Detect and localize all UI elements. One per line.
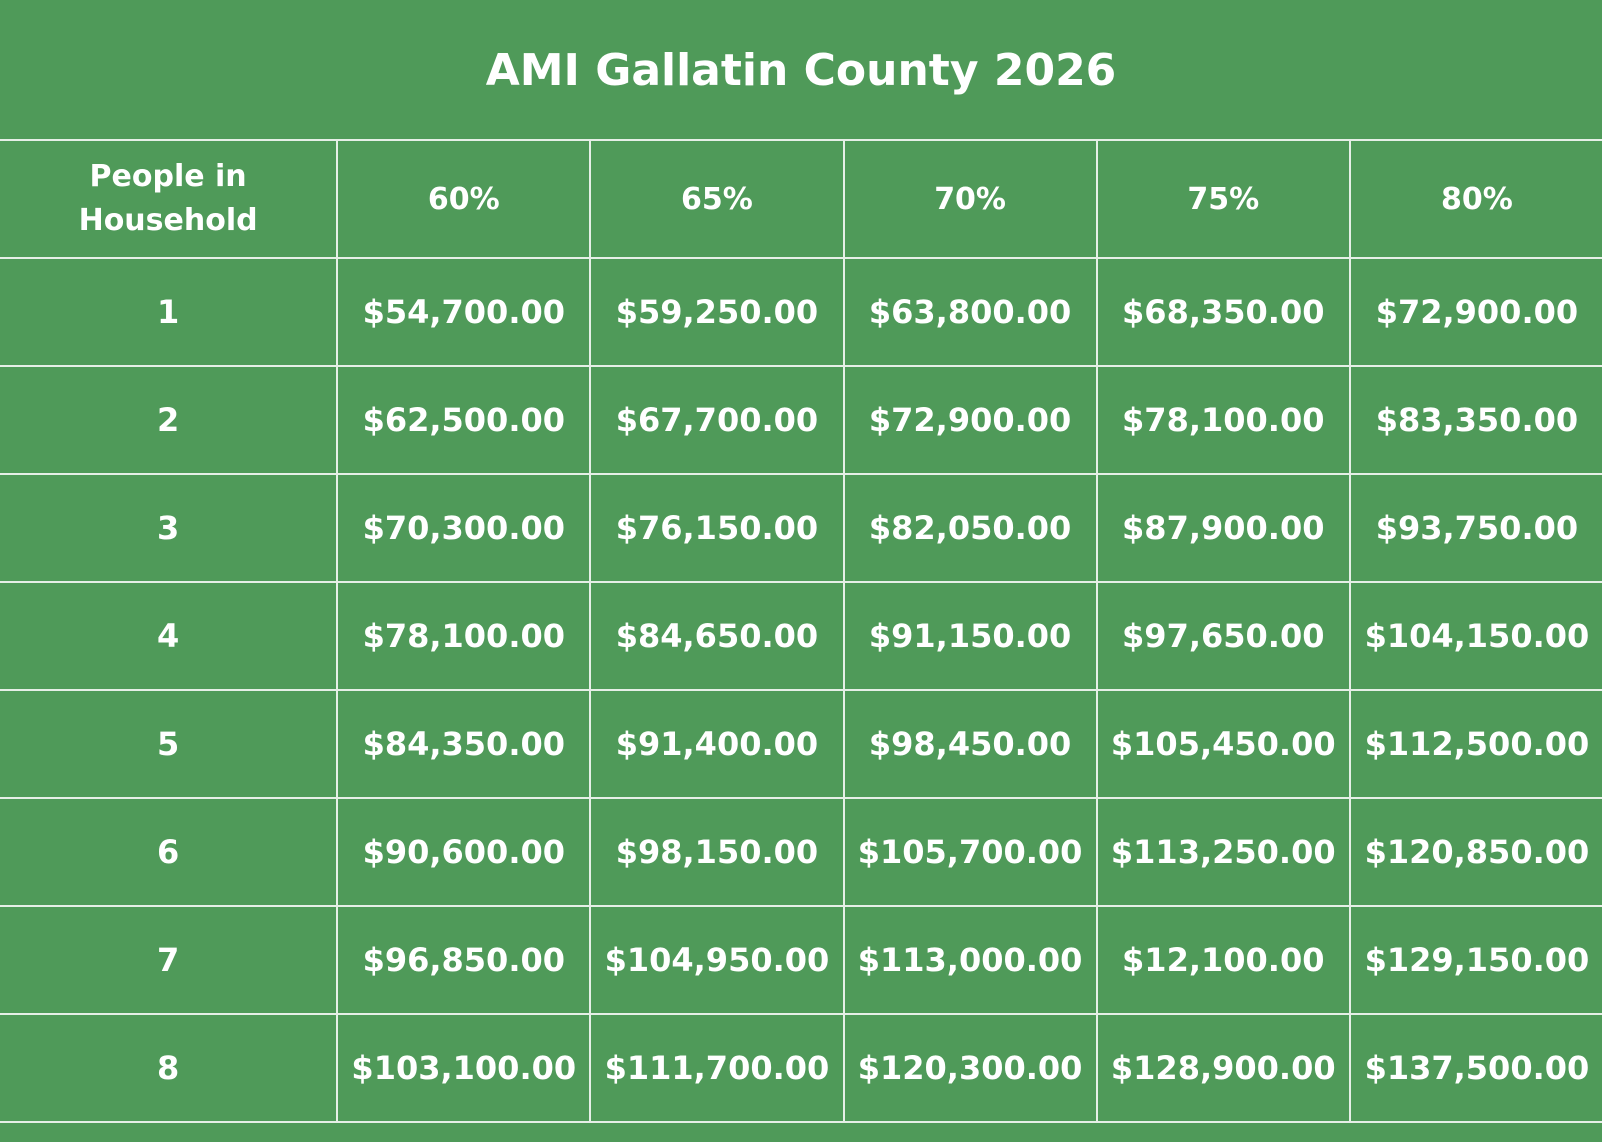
- income-cell: $113,000.00: [842, 905, 1098, 1015]
- income-cell: $98,450.00: [842, 689, 1098, 799]
- income-cell: $104,950.00: [589, 905, 845, 1015]
- table-row: 1 $54,700.00 $59,250.00 $63,800.00 $68,3…: [0, 257, 1602, 367]
- table-row: 3 $70,300.00 $76,150.00 $82,050.00 $87,9…: [0, 473, 1602, 583]
- income-cell: $90,600.00: [336, 797, 592, 907]
- income-cell: $137,500.00: [1348, 1013, 1602, 1123]
- household-size-cell: 3: [0, 473, 339, 583]
- income-cell: $105,700.00: [842, 797, 1098, 907]
- household-size-cell: 7: [0, 905, 339, 1015]
- income-cell: $82,050.00: [842, 473, 1098, 583]
- household-size-cell: 6: [0, 797, 339, 907]
- household-size-cell: 1: [0, 257, 339, 367]
- income-cell: $91,400.00: [589, 689, 845, 799]
- column-header-70: 70%: [842, 139, 1098, 259]
- household-size-cell: 2: [0, 365, 339, 475]
- table-row: 2 $62,500.00 $67,700.00 $72,900.00 $78,1…: [0, 365, 1602, 475]
- income-cell: $78,100.00: [1095, 365, 1351, 475]
- income-cell: $72,900.00: [842, 365, 1098, 475]
- income-limits-table: People in Household 60% 65% 70% 75% 80% …: [0, 139, 1602, 1123]
- income-cell: $129,150.00: [1348, 905, 1602, 1015]
- income-cell: $128,900.00: [1095, 1013, 1351, 1123]
- income-cell: $54,700.00: [336, 257, 592, 367]
- income-cell: $78,100.00: [336, 581, 592, 691]
- table-row: 8 $103,100.00 $111,700.00 $120,300.00 $1…: [0, 1013, 1602, 1123]
- income-cell: $84,650.00: [589, 581, 845, 691]
- income-cell: $72,900.00: [1348, 257, 1602, 367]
- income-cell: $105,450.00: [1095, 689, 1351, 799]
- column-header-80: 80%: [1348, 139, 1602, 259]
- table-row: 6 $90,600.00 $98,150.00 $105,700.00 $113…: [0, 797, 1602, 907]
- household-size-cell: 8: [0, 1013, 339, 1123]
- income-cell: $120,850.00: [1348, 797, 1602, 907]
- income-cell: $68,350.00: [1095, 257, 1351, 367]
- income-cell: $70,300.00: [336, 473, 592, 583]
- income-cell: $96,850.00: [336, 905, 592, 1015]
- income-cell: $84,350.00: [336, 689, 592, 799]
- income-cell: $76,150.00: [589, 473, 845, 583]
- income-cell: $97,650.00: [1095, 581, 1351, 691]
- income-cell: $83,350.00: [1348, 365, 1602, 475]
- income-cell: $12,100.00: [1095, 905, 1351, 1015]
- income-cell: $113,250.00: [1095, 797, 1351, 907]
- income-cell: $59,250.00: [589, 257, 845, 367]
- income-cell: $111,700.00: [589, 1013, 845, 1123]
- income-cell: $120,300.00: [842, 1013, 1098, 1123]
- income-cell: $87,900.00: [1095, 473, 1351, 583]
- income-cell: $93,750.00: [1348, 473, 1602, 583]
- income-cell: $63,800.00: [842, 257, 1098, 367]
- income-cell: $104,150.00: [1348, 581, 1602, 691]
- column-header-people: People in Household: [0, 139, 339, 259]
- income-cell: $91,150.00: [842, 581, 1098, 691]
- column-header-75: 75%: [1095, 139, 1351, 259]
- income-cell: $112,500.00: [1348, 689, 1602, 799]
- income-cell: $62,500.00: [336, 365, 592, 475]
- column-header-65: 65%: [589, 139, 845, 259]
- table-row: 7 $96,850.00 $104,950.00 $113,000.00 $12…: [0, 905, 1602, 1015]
- table-title: AMI Gallatin County 2026: [485, 44, 1117, 96]
- column-header-60: 60%: [336, 139, 592, 259]
- table-row: 5 $84,350.00 $91,400.00 $98,450.00 $105,…: [0, 689, 1602, 799]
- income-cell: $98,150.00: [589, 797, 845, 907]
- table-row: 4 $78,100.00 $84,650.00 $91,150.00 $97,6…: [0, 581, 1602, 691]
- table-header-row: People in Household 60% 65% 70% 75% 80%: [0, 139, 1602, 259]
- income-cell: $67,700.00: [589, 365, 845, 475]
- household-size-cell: 4: [0, 581, 339, 691]
- household-size-cell: 5: [0, 689, 339, 799]
- income-cell: $103,100.00: [336, 1013, 592, 1123]
